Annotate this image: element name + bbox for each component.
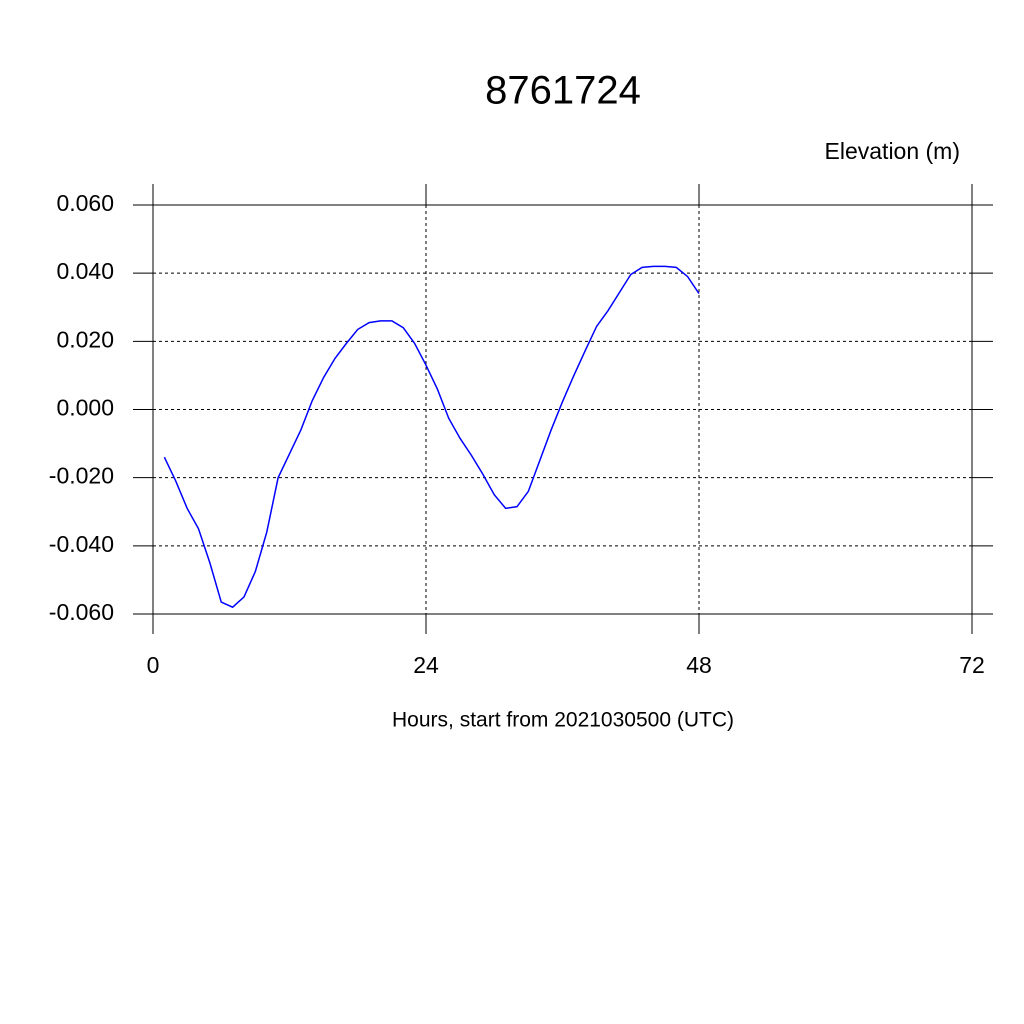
y-tick-label: -0.060 [49,599,114,625]
y-tick-label: 0.060 [56,190,114,216]
x-tick-label: 48 [686,652,712,678]
y-tick-label: 0.020 [56,326,114,352]
y-tick-label: 0.040 [56,258,114,284]
y-tick-label: 0.000 [56,395,114,421]
data-line [163,265,700,609]
chart-subtitle: Elevation (m) [825,138,960,164]
x-tick-label: 24 [413,652,439,678]
x-tick-label: 72 [959,652,985,678]
chart-title: 8761724 [485,69,641,113]
x-axis-label: Hours, start from 2021030500 (UTC) [392,709,734,732]
y-tick-label: -0.020 [49,463,114,489]
y-tick-label: -0.040 [49,531,114,557]
x-tick-label: 0 [147,652,160,678]
